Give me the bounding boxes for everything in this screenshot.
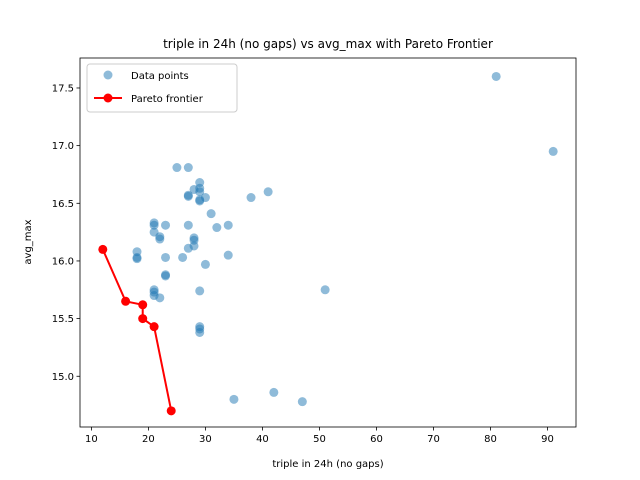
y-tick-label: 15.0 <box>52 372 74 383</box>
data-point <box>320 285 330 295</box>
data-point <box>200 259 210 269</box>
x-tick-label: 70 <box>427 434 440 445</box>
data-point <box>161 271 171 281</box>
pareto-line <box>101 249 173 412</box>
x-axis: 10 20 30 40 50 60 70 80 90 <box>85 427 554 445</box>
x-tick-label: 90 <box>541 434 554 445</box>
data-point <box>195 286 205 296</box>
y-tick-label: 16.0 <box>52 256 74 267</box>
x-tick-label: 10 <box>85 434 98 445</box>
data-point <box>263 187 273 197</box>
y-tick-label: 16.5 <box>52 199 74 210</box>
legend-label-data-points: Data points <box>131 71 189 82</box>
x-tick-label: 40 <box>256 434 269 445</box>
y-axis-label: avg_max <box>23 219 34 264</box>
pareto-point <box>138 300 148 310</box>
data-point <box>297 397 307 407</box>
legend-marker-pareto <box>103 93 113 103</box>
data-point <box>223 220 233 230</box>
legend-marker-data-points <box>103 70 113 80</box>
data-point <box>155 293 165 303</box>
pareto-point <box>138 314 148 324</box>
pareto-point <box>166 406 176 416</box>
legend-box <box>86 63 238 113</box>
data-point <box>491 71 501 81</box>
data-point <box>206 209 216 219</box>
x-tick-label: 80 <box>484 434 497 445</box>
data-point <box>132 254 142 264</box>
data-point <box>269 387 279 397</box>
data-point <box>183 220 193 230</box>
data-point <box>183 163 193 173</box>
data-point <box>178 252 188 262</box>
y-axis: 15.0 15.5 16.0 16.5 17.0 17.5 <box>52 83 80 383</box>
data-point <box>183 191 193 201</box>
x-axis-label: triple in 24h (no gaps) <box>272 459 383 470</box>
data-point <box>149 220 159 230</box>
data-point <box>212 223 222 233</box>
data-point <box>161 252 171 262</box>
data-point <box>161 220 171 230</box>
x-tick-label: 50 <box>313 434 326 445</box>
x-tick-label: 20 <box>142 434 155 445</box>
data-point <box>548 146 558 156</box>
x-tick-label: 30 <box>199 434 212 445</box>
y-tick-label: 17.5 <box>52 83 74 94</box>
data-point <box>195 196 205 206</box>
scatter-series <box>132 71 558 407</box>
pareto-series <box>98 244 176 416</box>
legend-label-pareto: Pareto frontier <box>131 94 204 105</box>
pareto-point <box>121 296 131 306</box>
y-tick-label: 17.0 <box>52 141 74 152</box>
pareto-point <box>149 322 159 332</box>
x-tick-label: 60 <box>370 434 383 445</box>
data-point <box>223 250 233 260</box>
data-point <box>172 163 182 173</box>
chart-title: triple in 24h (no gaps) vs avg_max with … <box>163 37 493 51</box>
plot-area <box>79 57 577 428</box>
data-point <box>195 187 205 197</box>
data-point <box>229 394 239 404</box>
data-point <box>155 234 165 244</box>
y-tick-label: 15.5 <box>52 314 74 325</box>
data-point <box>246 193 256 203</box>
data-point <box>183 243 193 253</box>
data-point <box>195 327 205 337</box>
legend: Data points Pareto frontier <box>86 63 238 113</box>
pareto-point <box>98 244 108 254</box>
